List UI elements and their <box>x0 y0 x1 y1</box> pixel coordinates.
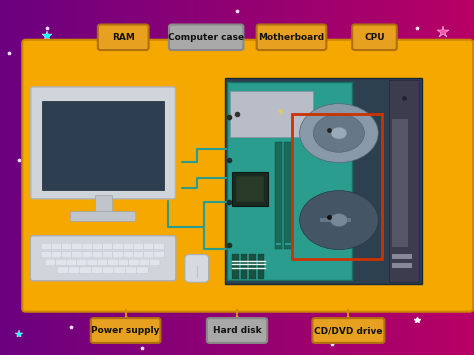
FancyBboxPatch shape <box>133 243 144 250</box>
Circle shape <box>300 191 378 250</box>
Text: RAM: RAM <box>112 33 135 42</box>
FancyBboxPatch shape <box>30 236 176 281</box>
FancyBboxPatch shape <box>91 267 102 273</box>
FancyBboxPatch shape <box>144 251 154 258</box>
FancyBboxPatch shape <box>57 267 69 273</box>
FancyBboxPatch shape <box>154 251 164 258</box>
FancyBboxPatch shape <box>312 318 384 343</box>
FancyBboxPatch shape <box>257 24 326 50</box>
FancyBboxPatch shape <box>225 78 422 284</box>
FancyBboxPatch shape <box>41 251 51 258</box>
FancyBboxPatch shape <box>227 82 352 280</box>
FancyBboxPatch shape <box>92 251 102 258</box>
FancyBboxPatch shape <box>77 259 87 266</box>
FancyBboxPatch shape <box>169 24 243 50</box>
Text: Computer case: Computer case <box>168 33 244 42</box>
FancyBboxPatch shape <box>62 251 72 258</box>
FancyBboxPatch shape <box>241 254 247 279</box>
Text: CPU: CPU <box>364 33 385 42</box>
FancyBboxPatch shape <box>128 259 139 266</box>
FancyBboxPatch shape <box>249 254 256 279</box>
FancyBboxPatch shape <box>94 195 112 215</box>
FancyBboxPatch shape <box>70 212 136 222</box>
FancyBboxPatch shape <box>232 172 268 206</box>
FancyBboxPatch shape <box>41 243 51 250</box>
FancyBboxPatch shape <box>284 142 292 248</box>
Text: Motherboard: Motherboard <box>258 33 325 42</box>
FancyBboxPatch shape <box>285 243 291 245</box>
FancyBboxPatch shape <box>46 259 56 266</box>
FancyBboxPatch shape <box>133 251 144 258</box>
FancyBboxPatch shape <box>144 243 154 250</box>
FancyBboxPatch shape <box>113 251 123 258</box>
FancyBboxPatch shape <box>72 251 82 258</box>
Circle shape <box>331 127 347 139</box>
FancyBboxPatch shape <box>232 254 239 279</box>
FancyBboxPatch shape <box>102 267 114 273</box>
Circle shape <box>300 104 378 163</box>
FancyBboxPatch shape <box>98 24 148 50</box>
FancyBboxPatch shape <box>42 101 164 190</box>
FancyBboxPatch shape <box>389 80 419 282</box>
FancyBboxPatch shape <box>139 259 149 266</box>
FancyBboxPatch shape <box>114 267 125 273</box>
FancyBboxPatch shape <box>207 318 267 343</box>
FancyBboxPatch shape <box>392 254 412 259</box>
FancyBboxPatch shape <box>22 40 473 312</box>
FancyBboxPatch shape <box>51 251 62 258</box>
Text: Power supply: Power supply <box>91 326 160 335</box>
Circle shape <box>313 114 365 152</box>
FancyBboxPatch shape <box>98 259 108 266</box>
FancyBboxPatch shape <box>154 243 164 250</box>
Text: Hard disk: Hard disk <box>213 326 261 335</box>
FancyBboxPatch shape <box>123 243 133 250</box>
FancyBboxPatch shape <box>69 267 80 273</box>
Text: CD/DVD drive: CD/DVD drive <box>314 326 383 335</box>
FancyBboxPatch shape <box>51 243 62 250</box>
FancyBboxPatch shape <box>62 243 72 250</box>
FancyBboxPatch shape <box>392 119 408 247</box>
FancyBboxPatch shape <box>92 243 102 250</box>
FancyBboxPatch shape <box>149 259 160 266</box>
FancyBboxPatch shape <box>352 24 397 50</box>
FancyBboxPatch shape <box>258 254 264 279</box>
FancyBboxPatch shape <box>80 267 91 273</box>
FancyBboxPatch shape <box>102 243 113 250</box>
FancyBboxPatch shape <box>125 267 137 273</box>
Text: ⚡: ⚡ <box>276 109 283 119</box>
FancyBboxPatch shape <box>82 251 92 258</box>
FancyBboxPatch shape <box>108 259 118 266</box>
FancyBboxPatch shape <box>230 91 313 137</box>
FancyBboxPatch shape <box>236 176 264 202</box>
FancyBboxPatch shape <box>91 318 160 343</box>
FancyBboxPatch shape <box>392 263 412 268</box>
FancyBboxPatch shape <box>56 259 66 266</box>
FancyBboxPatch shape <box>276 243 281 245</box>
FancyBboxPatch shape <box>31 87 175 199</box>
FancyBboxPatch shape <box>66 259 77 266</box>
FancyBboxPatch shape <box>320 218 351 222</box>
FancyBboxPatch shape <box>137 267 148 273</box>
FancyBboxPatch shape <box>123 251 133 258</box>
Circle shape <box>330 214 347 226</box>
FancyBboxPatch shape <box>118 259 128 266</box>
FancyBboxPatch shape <box>82 243 92 250</box>
FancyBboxPatch shape <box>72 243 82 250</box>
FancyBboxPatch shape <box>87 259 98 266</box>
FancyBboxPatch shape <box>275 142 282 248</box>
FancyBboxPatch shape <box>185 255 209 282</box>
FancyBboxPatch shape <box>102 251 113 258</box>
FancyBboxPatch shape <box>113 243 123 250</box>
